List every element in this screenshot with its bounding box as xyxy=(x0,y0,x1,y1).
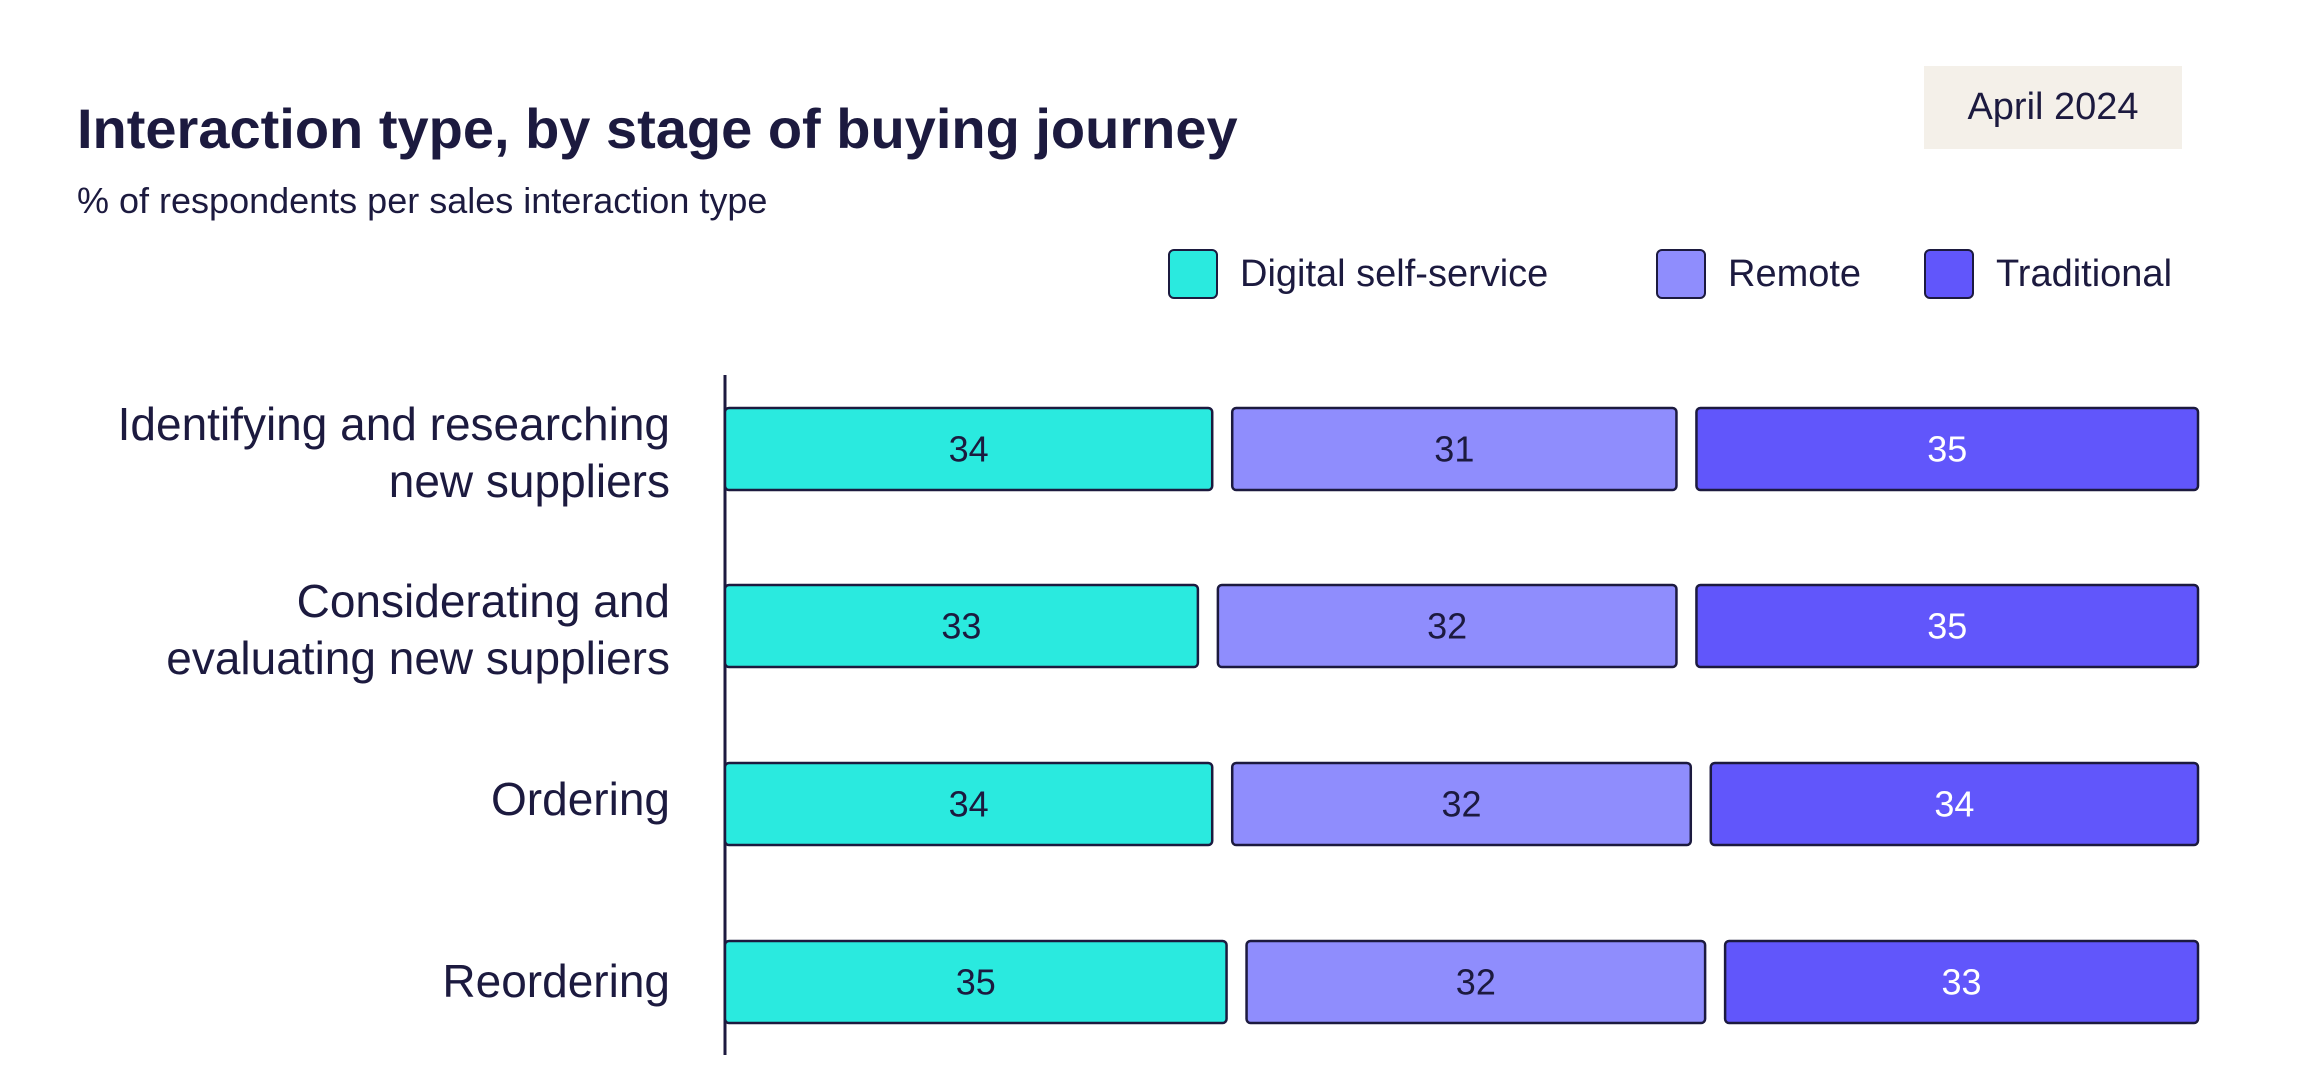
bar-traditional-row-2 xyxy=(1709,761,2200,847)
bar-value-digital-self-service-row-3: 35 xyxy=(956,962,996,1003)
legend-swatch-remote xyxy=(1656,249,1706,299)
bar-value-traditional-row-3: 33 xyxy=(1942,962,1982,1003)
row-label-ordering: Ordering xyxy=(491,771,670,828)
bar-value-remote-row-1: 32 xyxy=(1427,606,1467,647)
bar-value-remote-row-2: 32 xyxy=(1441,784,1481,825)
legend-item-digital-self-service: Digital self-service xyxy=(1168,246,1548,302)
bar-traditional-row-1 xyxy=(1695,583,2200,669)
legend-label-digital-self-service: Digital self-service xyxy=(1240,252,1549,295)
bar-digital-self-service-row-2 xyxy=(723,761,1214,847)
row-label-considerating: Considerating and evaluating new supplie… xyxy=(166,573,670,687)
row-label-identifying: Identifying and researching new supplier… xyxy=(118,396,670,510)
row-label-line: Identifying and researching xyxy=(117,398,670,450)
legend-item-traditional: Traditional xyxy=(1924,246,2172,302)
chart-subtitle: % of respondents per sales interaction t… xyxy=(77,180,768,221)
bar-traditional-row-0 xyxy=(1695,406,2200,492)
bar-digital-self-service-row-1 xyxy=(723,583,1200,669)
row-label-line: evaluating new suppliers xyxy=(166,632,670,684)
bar-remote-row-2 xyxy=(1230,761,1693,847)
bar-value-remote-row-0: 31 xyxy=(1434,429,1474,470)
legend-label-traditional: Traditional xyxy=(1996,252,2173,295)
bar-value-remote-row-3: 32 xyxy=(1456,962,1496,1003)
bar-remote-row-1 xyxy=(1216,583,1678,669)
bar-remote-row-0 xyxy=(1230,406,1678,492)
bar-value-digital-self-service-row-1: 33 xyxy=(941,606,981,647)
bar-value-traditional-row-0: 35 xyxy=(1927,429,1967,470)
row-label-line: Considerating and xyxy=(296,575,670,627)
bar-value-traditional-row-1: 35 xyxy=(1927,606,1967,647)
chart-title: Interaction type, by stage of buying jou… xyxy=(77,97,1238,160)
bar-traditional-row-3 xyxy=(1723,939,2200,1025)
date-badge: April 2024 xyxy=(1924,66,2182,149)
bar-value-digital-self-service-row-0: 34 xyxy=(949,429,989,470)
bar-remote-row-3 xyxy=(1245,939,1707,1025)
row-label-reordering: Reordering xyxy=(442,953,670,1010)
bar-digital-self-service-row-3 xyxy=(723,939,1228,1025)
legend-swatch-traditional xyxy=(1924,249,1974,299)
bar-value-traditional-row-2: 34 xyxy=(1934,784,1974,825)
bar-digital-self-service-row-0 xyxy=(723,406,1214,492)
row-label-line: Ordering xyxy=(491,773,670,825)
legend-item-remote: Remote xyxy=(1656,246,1861,302)
row-label-line: Reordering xyxy=(442,955,670,1007)
bar-value-digital-self-service-row-2: 34 xyxy=(949,784,989,825)
legend-swatch-digital-self-service xyxy=(1168,249,1218,299)
legend-label-remote: Remote xyxy=(1728,252,1862,295)
row-label-line: new suppliers xyxy=(388,455,670,507)
